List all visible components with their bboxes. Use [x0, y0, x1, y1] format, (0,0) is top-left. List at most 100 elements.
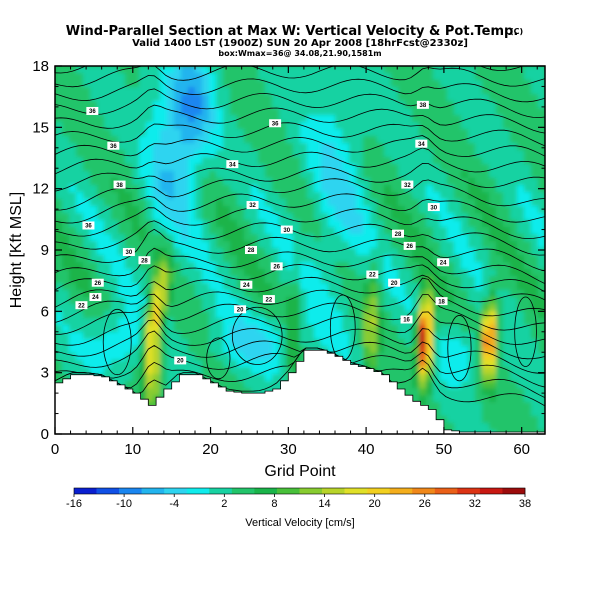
field-cell — [517, 213, 525, 221]
field-cell — [237, 374, 245, 382]
field-cell — [440, 115, 448, 123]
field-cell — [188, 227, 196, 235]
field-cell — [125, 73, 133, 81]
field-cell — [293, 290, 301, 298]
field-cell — [265, 185, 273, 193]
field-cell — [517, 325, 525, 333]
field-cell — [97, 304, 105, 312]
field-cell — [482, 367, 490, 375]
field-cell — [370, 290, 378, 298]
field-cell — [454, 269, 462, 277]
y-tick-label: 9 — [41, 242, 49, 259]
field-cell — [405, 248, 413, 256]
field-cell — [517, 409, 525, 417]
field-cell — [377, 143, 385, 151]
field-cell — [496, 171, 504, 179]
field-cell — [62, 66, 70, 74]
field-cell — [538, 220, 545, 228]
field-cell — [391, 171, 399, 179]
field-cell — [244, 227, 252, 235]
field-cell — [132, 367, 140, 375]
field-cell — [118, 234, 126, 242]
field-cell — [153, 262, 161, 270]
field-cell — [104, 206, 112, 214]
field-cell — [125, 262, 133, 270]
contour-label-text: 24 — [440, 260, 447, 266]
field-cell — [76, 73, 84, 81]
field-cell — [405, 220, 413, 228]
field-cell — [244, 80, 252, 88]
field-cell — [538, 248, 545, 256]
field-cell — [132, 87, 140, 95]
field-cell — [503, 129, 511, 137]
contour-label: 32 — [401, 180, 414, 189]
field-cell — [517, 206, 525, 214]
field-cell — [447, 325, 455, 333]
field-cell — [104, 234, 112, 242]
field-cell — [377, 353, 385, 361]
field-cell — [188, 171, 196, 179]
contour-labels: 3636383630282624223634323028262422203834… — [75, 100, 450, 365]
field-cell — [440, 395, 448, 403]
field-cell — [370, 164, 378, 172]
field-cell — [496, 388, 504, 396]
field-cell — [461, 423, 469, 431]
contour-label-box — [392, 229, 404, 238]
field-cell — [132, 290, 140, 298]
field-cell — [454, 73, 462, 81]
field-cell — [258, 73, 266, 81]
field-cell — [503, 73, 511, 81]
contour-label: 22 — [366, 270, 379, 279]
field-cell — [174, 129, 182, 137]
field-cell — [139, 227, 147, 235]
field-cell — [510, 367, 518, 375]
field-cell — [307, 206, 315, 214]
field-cell — [314, 108, 322, 116]
field-cell — [349, 318, 357, 326]
field-cell — [461, 402, 469, 410]
field-cell — [335, 346, 343, 354]
field-cell — [461, 164, 469, 172]
field-cell — [517, 87, 525, 95]
field-cell — [188, 318, 196, 326]
field-cell — [538, 227, 545, 235]
field-cell — [223, 269, 231, 277]
field-cell — [181, 66, 189, 74]
field-cell — [447, 283, 455, 291]
field-cell — [202, 206, 210, 214]
field-cell — [405, 80, 413, 88]
field-cell — [496, 360, 504, 368]
field-cell — [216, 87, 224, 95]
field-cell — [181, 206, 189, 214]
field-cell — [104, 178, 112, 186]
field-cell — [538, 346, 545, 354]
field-cell — [363, 136, 371, 144]
field-cell — [433, 367, 441, 375]
field-cell — [440, 171, 448, 179]
field-cell — [370, 129, 378, 137]
field-cell — [62, 143, 70, 151]
field-cell — [293, 339, 301, 347]
field-cell — [349, 227, 357, 235]
field-cell — [447, 381, 455, 389]
field-cell — [307, 276, 315, 284]
field-cell — [335, 332, 343, 340]
field-cell — [419, 304, 427, 312]
field-cell — [230, 115, 238, 123]
field-cell — [475, 143, 483, 151]
field-cell — [188, 290, 196, 298]
field-cell — [370, 213, 378, 221]
field-cell — [188, 178, 196, 186]
field-cell — [426, 339, 434, 347]
field-cell — [258, 220, 266, 228]
field-cell — [174, 325, 182, 333]
field-cell — [223, 171, 231, 179]
field-cell — [146, 129, 154, 137]
field-cell — [139, 234, 147, 242]
field-cell — [356, 227, 364, 235]
field-cell — [111, 262, 119, 270]
field-cell — [90, 171, 98, 179]
field-cell — [272, 325, 280, 333]
colorbar-swatch — [186, 488, 210, 494]
field-cell — [279, 360, 287, 368]
